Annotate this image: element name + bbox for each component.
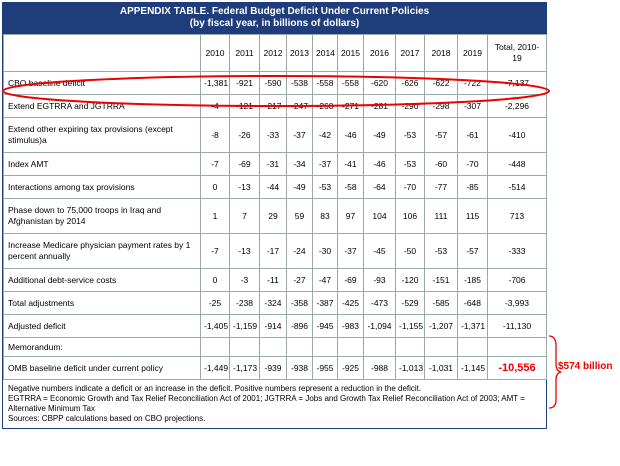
row: Memorandum: <box>3 337 547 357</box>
cell: -41 <box>337 152 364 176</box>
column-header: 2017 <box>395 34 425 72</box>
cell: -939 <box>259 356 287 380</box>
cell: 97 <box>337 198 364 234</box>
cell: -46 <box>363 152 396 176</box>
row-label: Interactions among tax provisions <box>3 175 201 199</box>
cell: -34 <box>286 152 313 176</box>
cell: -290 <box>395 94 425 118</box>
row-label: Total adjustments <box>3 291 201 315</box>
cell: -185 <box>457 268 488 292</box>
notes: Negative numbers indicate a deficit or a… <box>3 380 546 428</box>
cell: -7 <box>200 233 230 269</box>
row-label: OMB baseline deficit under current polic… <box>3 356 201 380</box>
cell: -925 <box>337 356 364 380</box>
row: Phase down to 75,000 troops in Iraq and … <box>3 198 547 234</box>
cell: 7 <box>229 198 260 234</box>
cell: -1,155 <box>395 314 425 338</box>
cell: -590 <box>259 71 287 95</box>
row-label: Extend other expiring tax provisions (ex… <box>3 117 201 153</box>
cell: -53 <box>395 117 425 153</box>
row: OMB baseline deficit under current polic… <box>3 356 547 380</box>
cell: -896 <box>286 314 313 338</box>
cell: -49 <box>363 117 396 153</box>
cell: -8 <box>200 117 230 153</box>
column-header: 2013 <box>286 34 313 72</box>
cell: -955 <box>312 356 338 380</box>
cell: -13 <box>229 233 260 269</box>
row-label: Increase Medicare physician payment rate… <box>3 233 201 269</box>
subtitle: (by fiscal year, in billions of dollars) <box>189 18 360 29</box>
cell: -945 <box>312 314 338 338</box>
cell: -33 <box>259 117 287 153</box>
row: Total adjustments -25 -238 -324 -358 -387 -425… <box>3 291 547 315</box>
cell: -410 <box>487 117 547 153</box>
cell: 104 <box>363 198 396 234</box>
row: Increase Medicare physician payment rate… <box>3 233 547 269</box>
row-label: Phase down to 75,000 troops in Iraq and … <box>3 198 201 234</box>
column-header: Total, 2010-19 <box>487 34 547 72</box>
header: APPENDIX TABLE. Federal Budget Deficit U… <box>3 3 546 34</box>
row-label: Adjusted deficit <box>3 314 201 338</box>
cell: 1 <box>200 198 230 234</box>
cell: -538 <box>286 71 313 95</box>
cell: -17 <box>259 233 287 269</box>
cell: -27 <box>286 268 313 292</box>
cell: -1,013 <box>395 356 425 380</box>
cell: -333 <box>487 233 547 269</box>
row-label: Index AMT <box>3 152 201 176</box>
cell: -622 <box>424 71 458 95</box>
highlight-ellipse <box>2 75 550 107</box>
header-row: 2010 2011 2012 2013 2014 2015 2016 2017 2018 2019… <box>3 34 547 72</box>
column-header: 2012 <box>259 34 287 72</box>
note: Negative numbers indicate a deficit or a… <box>8 384 422 393</box>
cell: -44 <box>259 175 287 199</box>
cell: -620 <box>363 71 396 95</box>
annotation: $574 billion <box>558 361 613 372</box>
corner-cell <box>3 34 201 72</box>
cell: -46 <box>337 117 364 153</box>
note: Sources: CBPP calculations based on CBO … <box>8 414 206 423</box>
cell: -57 <box>457 233 488 269</box>
cell: -30 <box>312 233 338 269</box>
cell: -529 <box>395 291 425 315</box>
title: APPENDIX TABLE. Federal Budget Deficit U… <box>119 6 430 17</box>
cell: -1,207 <box>424 314 458 338</box>
cell: 111 <box>424 198 458 234</box>
cell: -425 <box>337 291 364 315</box>
cell: 0 <box>200 268 230 292</box>
cell: -58 <box>337 175 364 199</box>
cell: -37 <box>337 233 364 269</box>
cell: -57 <box>424 117 458 153</box>
cell: -53 <box>424 233 458 269</box>
note: EGTRRA = Economic Growth and Tax Relief … <box>8 394 525 413</box>
cell: -10,556 <box>487 356 547 380</box>
cell: -1,031 <box>424 356 458 380</box>
budget-table: 2010 2011 2012 2013 2014 2015 2016 2017 2018 2019… <box>3 34 547 380</box>
cell: -31 <box>259 152 287 176</box>
cell: -50 <box>395 233 425 269</box>
cell: -988 <box>363 356 396 380</box>
row: Adjusted deficit -1,405 -1,159 -914 -896 -945… <box>3 314 547 338</box>
row: Index AMT -7 -69 -31 -34 -37 -41 -46 -53 -60 -70 -4… <box>3 152 547 176</box>
cell: -3,993 <box>487 291 547 315</box>
bracket <box>548 335 562 409</box>
cell: -7 <box>200 152 230 176</box>
cell: -1,145 <box>457 356 488 380</box>
table-frame: APPENDIX TABLE. Federal Budget Deficit U… <box>2 2 547 429</box>
cell: -473 <box>363 291 396 315</box>
cell: -11 <box>259 268 287 292</box>
cell: -77 <box>424 175 458 199</box>
cell: -1,173 <box>229 356 260 380</box>
